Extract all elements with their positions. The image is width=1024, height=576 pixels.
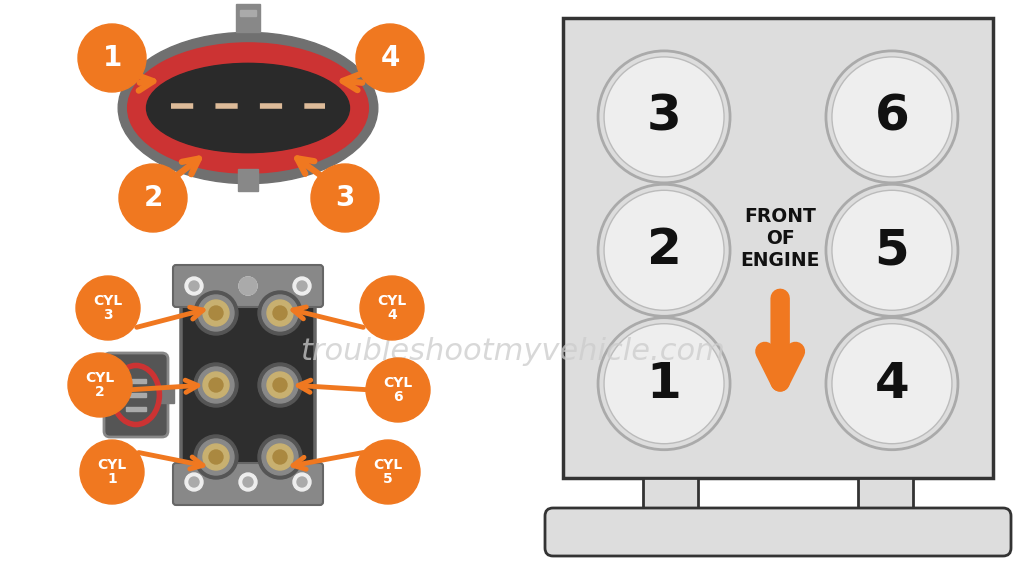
Circle shape [262, 295, 298, 331]
Circle shape [267, 372, 293, 398]
Circle shape [831, 57, 952, 177]
FancyBboxPatch shape [563, 18, 993, 478]
Circle shape [262, 439, 298, 475]
Circle shape [831, 190, 952, 310]
Circle shape [604, 57, 724, 177]
Circle shape [189, 281, 199, 291]
Circle shape [203, 444, 229, 470]
Text: CYL
5: CYL 5 [374, 458, 402, 486]
Circle shape [356, 24, 424, 92]
Ellipse shape [146, 63, 349, 153]
Bar [858, 478, 913, 516]
FancyBboxPatch shape [181, 267, 315, 503]
Circle shape [209, 378, 223, 392]
Circle shape [273, 306, 287, 320]
Circle shape [185, 277, 203, 295]
Ellipse shape [128, 43, 369, 173]
Text: CYL
2: CYL 2 [85, 372, 115, 399]
Bar [160, 387, 174, 403]
Circle shape [68, 353, 132, 417]
Circle shape [267, 444, 293, 470]
Circle shape [76, 276, 140, 340]
Text: CYL
4: CYL 4 [378, 294, 407, 322]
Circle shape [356, 440, 420, 504]
Circle shape [826, 318, 957, 450]
Bar [236, 5, 260, 32]
Circle shape [598, 51, 730, 183]
Text: CYL
3: CYL 3 [93, 294, 123, 322]
Text: 2: 2 [143, 184, 163, 212]
Circle shape [194, 291, 238, 335]
Circle shape [194, 363, 238, 407]
Circle shape [598, 318, 730, 450]
Circle shape [203, 300, 229, 326]
FancyBboxPatch shape [104, 353, 168, 437]
Text: FRONT
OF
ENGINE: FRONT OF ENGINE [740, 207, 820, 270]
Circle shape [831, 324, 952, 444]
Circle shape [273, 450, 287, 464]
Circle shape [311, 164, 379, 232]
Circle shape [185, 473, 203, 491]
Circle shape [293, 473, 311, 491]
Circle shape [194, 435, 238, 479]
Circle shape [239, 473, 257, 491]
Circle shape [239, 277, 257, 295]
Bar [126, 393, 146, 397]
Ellipse shape [118, 32, 378, 184]
Circle shape [203, 372, 229, 398]
Circle shape [360, 276, 424, 340]
Bar [126, 407, 146, 411]
Circle shape [239, 277, 257, 295]
Circle shape [297, 477, 307, 487]
Text: 5: 5 [874, 226, 909, 274]
FancyBboxPatch shape [545, 508, 1011, 556]
Circle shape [366, 358, 430, 422]
Circle shape [243, 281, 253, 291]
Circle shape [826, 51, 957, 183]
Text: 6: 6 [874, 93, 909, 141]
Text: 2: 2 [646, 226, 682, 274]
Circle shape [258, 291, 302, 335]
Circle shape [604, 190, 724, 310]
Bar [643, 478, 698, 516]
Text: CYL
1: CYL 1 [97, 458, 127, 486]
Circle shape [604, 324, 724, 444]
Circle shape [198, 295, 234, 331]
Circle shape [189, 477, 199, 487]
Circle shape [80, 440, 144, 504]
Circle shape [297, 281, 307, 291]
Circle shape [78, 24, 146, 92]
Text: CYL
6: CYL 6 [383, 376, 413, 404]
Text: 3: 3 [335, 184, 354, 212]
Text: 1: 1 [646, 359, 682, 408]
Text: 4: 4 [874, 359, 909, 408]
Circle shape [209, 450, 223, 464]
Circle shape [258, 435, 302, 479]
Text: 3: 3 [647, 93, 681, 141]
Circle shape [267, 300, 293, 326]
FancyBboxPatch shape [173, 463, 323, 505]
Circle shape [258, 363, 302, 407]
FancyBboxPatch shape [173, 265, 323, 307]
Text: 1: 1 [102, 44, 122, 72]
Bar [238, 169, 258, 191]
Circle shape [826, 184, 957, 316]
Circle shape [243, 477, 253, 487]
Bar [240, 10, 256, 16]
Text: troubleshootmyvehicle.com: troubleshootmyvehicle.com [300, 338, 724, 366]
Circle shape [209, 306, 223, 320]
Circle shape [598, 184, 730, 316]
Bar [126, 379, 146, 383]
Circle shape [198, 439, 234, 475]
Circle shape [293, 277, 311, 295]
Text: 4: 4 [380, 44, 399, 72]
Circle shape [273, 378, 287, 392]
Circle shape [198, 367, 234, 403]
Circle shape [119, 164, 187, 232]
Circle shape [262, 367, 298, 403]
